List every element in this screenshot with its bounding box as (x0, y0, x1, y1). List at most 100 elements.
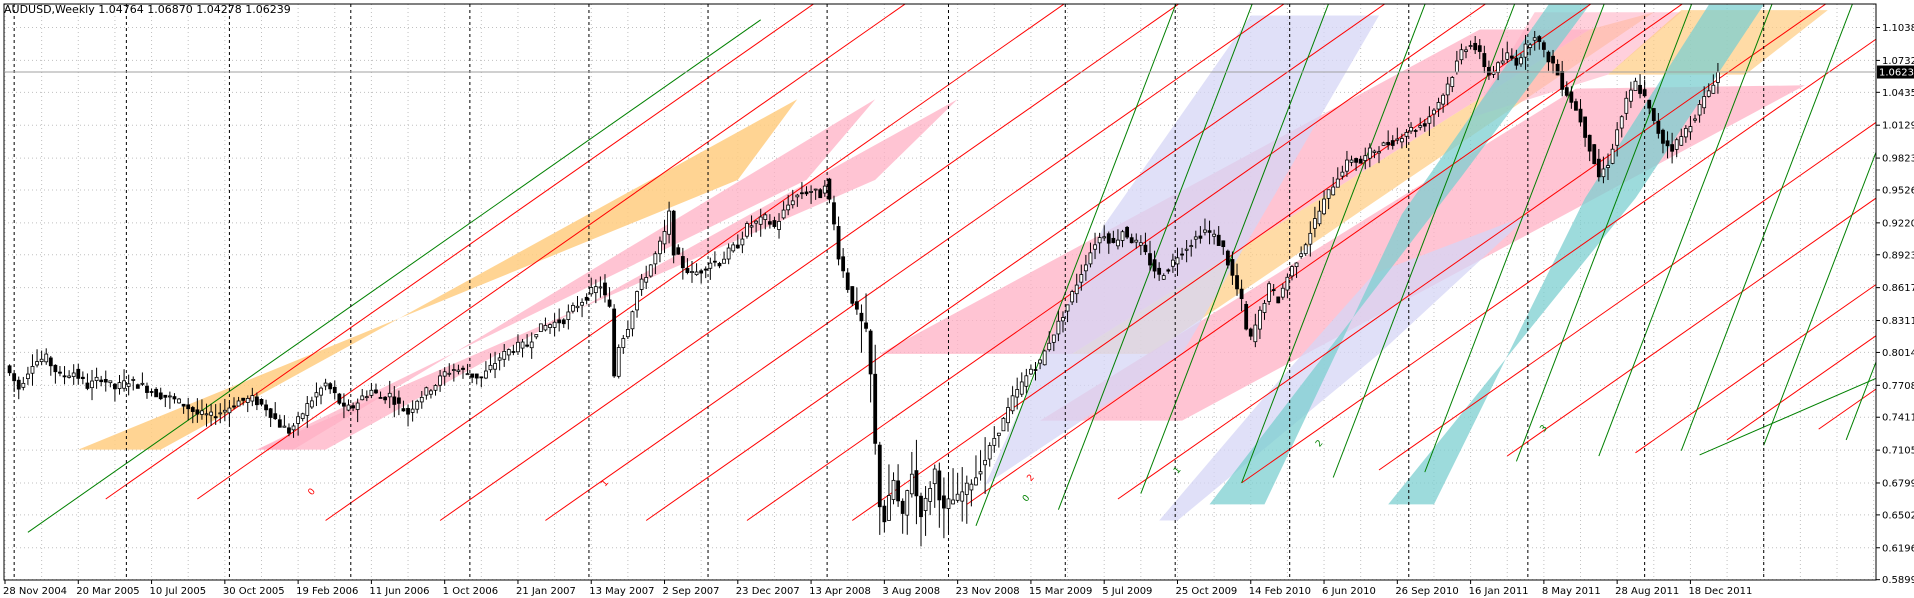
candle-body (818, 189, 823, 199)
candle-body (1564, 87, 1569, 96)
red-channel-line-9 (966, 4, 1684, 505)
candle-body (772, 220, 777, 227)
candle-body (1207, 230, 1212, 233)
candle-body (71, 372, 76, 377)
candle-body (1464, 49, 1468, 52)
candle-body (1670, 144, 1675, 152)
x-tick-label: 10 Jul 2005 (150, 586, 207, 597)
candle-body (44, 353, 49, 363)
candle-body (113, 383, 117, 390)
candle-body (1706, 90, 1711, 97)
candle-body (264, 404, 268, 411)
candle-body (974, 477, 978, 486)
candle-body (882, 505, 887, 523)
candle-body (1487, 66, 1491, 76)
candle-body (520, 341, 525, 349)
candle-body (877, 444, 882, 508)
x-tick-label: 23 Dec 2007 (736, 586, 800, 597)
candle-body (864, 322, 868, 329)
candle-body (1157, 267, 1162, 275)
fan-level-label: 1 (1172, 465, 1183, 476)
candle-body (1248, 328, 1253, 337)
candle-body (1482, 53, 1487, 68)
chart-title: AUDUSD,Weekly 1.04764 1.06870 1.04278 1.… (4, 3, 291, 16)
candle-body (763, 214, 768, 220)
candle-body (355, 402, 360, 410)
candle-body (135, 384, 140, 389)
candle-body (1083, 264, 1088, 272)
candle-body (1221, 240, 1226, 248)
x-tick-label: 20 Mar 2005 (76, 586, 139, 597)
candle-body (1280, 287, 1285, 298)
x-tick-label: 6 Jun 2010 (1322, 586, 1376, 597)
candle-body (204, 413, 209, 416)
candle-body (254, 396, 259, 406)
candle-body (598, 286, 603, 289)
candle-body (854, 301, 859, 310)
x-tick-label: 14 Feb 2010 (1249, 586, 1311, 597)
candle-body (571, 305, 575, 312)
candle-body (319, 387, 323, 396)
pink-channel-fill-1 (256, 99, 876, 450)
candle-body (900, 500, 905, 514)
candle-body (167, 395, 172, 398)
candle-body (648, 264, 653, 277)
candle-body (1070, 291, 1075, 303)
fan-level-label: 2 (1314, 439, 1325, 450)
candle-body (1047, 342, 1052, 351)
candle-body (836, 226, 841, 260)
candle-body (1033, 369, 1038, 371)
candle-body (1427, 116, 1432, 124)
candle-body (969, 483, 974, 491)
candle-body (369, 389, 374, 396)
candle-body (163, 394, 168, 398)
candle-body (589, 287, 594, 295)
candle-body (39, 358, 44, 363)
candle-body (1129, 237, 1134, 244)
candle-body (566, 311, 571, 320)
candle-body (1093, 244, 1097, 250)
candle-body (1583, 116, 1587, 138)
red-channel-line-13 (1506, 197, 1876, 457)
red-channel-line-12 (1378, 121, 1876, 471)
candle-body (53, 364, 58, 373)
candle-body (680, 256, 685, 269)
candle-body (607, 299, 612, 307)
fan-level-label: 2 (1026, 473, 1037, 484)
candle-body (1253, 324, 1258, 343)
candle-body (1468, 45, 1473, 47)
candle-body (964, 482, 969, 495)
candle-body (30, 366, 35, 374)
green-fan-line-6 (1424, 4, 1605, 473)
x-tick-label: 18 Dec 2011 (1688, 586, 1752, 597)
candle-body (1001, 417, 1006, 432)
candle-body (529, 341, 534, 349)
candle-body (584, 296, 589, 301)
candle-body (1505, 52, 1510, 60)
candle-body (273, 413, 278, 420)
candle-body (1019, 381, 1024, 395)
candle-body (447, 372, 452, 375)
fan-level-label: 1 (600, 478, 611, 489)
candle-body (1688, 126, 1693, 133)
candle-body (1551, 55, 1555, 64)
candle-body (21, 382, 26, 388)
y-tick-label: 0.58990 (1882, 575, 1914, 586)
candle-body (635, 291, 639, 311)
candle-body (1519, 57, 1523, 65)
candle-body (786, 204, 791, 211)
candle-body (676, 247, 681, 255)
candle-body (1606, 165, 1610, 168)
candle-body (1450, 77, 1455, 87)
candle-body (909, 473, 914, 495)
plot-frame (3, 3, 1877, 581)
candle-body (1422, 123, 1427, 127)
candle-body (625, 329, 630, 338)
candle-body (516, 341, 520, 353)
candle-body (1354, 158, 1358, 163)
candle-body (699, 270, 704, 274)
y-tick-label: 1.04350 (1882, 88, 1914, 99)
